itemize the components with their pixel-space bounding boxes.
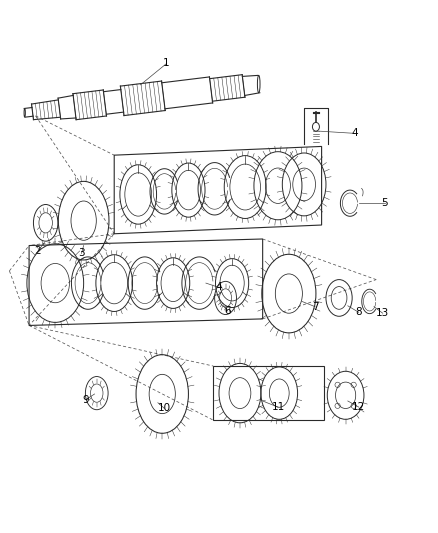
Text: 7: 7	[312, 302, 318, 312]
Text: 5: 5	[381, 198, 388, 208]
Text: 12: 12	[352, 402, 365, 412]
Text: 8: 8	[355, 308, 362, 317]
Text: 1: 1	[163, 59, 170, 68]
Text: 6: 6	[224, 306, 231, 316]
Text: 4: 4	[351, 128, 358, 139]
Text: 10: 10	[158, 403, 171, 414]
Ellipse shape	[24, 108, 25, 117]
Text: 2: 2	[35, 246, 41, 256]
Text: 9: 9	[82, 394, 89, 405]
Text: 4: 4	[215, 282, 223, 293]
Text: 3: 3	[78, 248, 85, 259]
Text: 13: 13	[376, 308, 389, 318]
Text: 11: 11	[271, 402, 285, 412]
Ellipse shape	[258, 75, 260, 93]
